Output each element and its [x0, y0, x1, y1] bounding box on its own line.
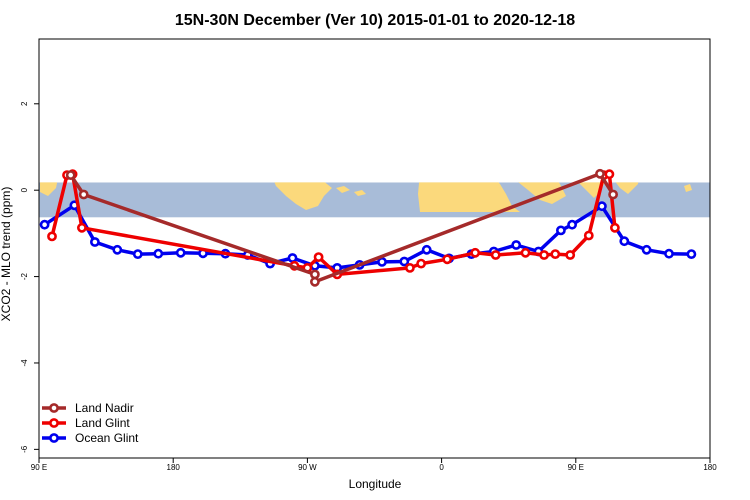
data-point — [404, 262, 415, 273]
data-point — [442, 254, 453, 265]
x-tick-label: 90 E — [568, 463, 584, 472]
y-tick-label: 2 — [20, 101, 29, 106]
data-point — [565, 250, 576, 260]
y-axis: 2 0 -2 -4 -6 — [20, 101, 39, 453]
series-land-glint — [47, 169, 620, 280]
legend-label: Ocean Glint — [75, 431, 139, 445]
legend-swatch-point — [49, 418, 59, 428]
data-point — [539, 250, 549, 260]
x-tick-label: 90 W — [298, 463, 317, 472]
data-point — [597, 201, 607, 212]
series-layer — [39, 168, 697, 287]
y-tick-label: -4 — [20, 359, 29, 367]
data-point — [399, 256, 410, 267]
legend-label: Land Nadir — [75, 401, 134, 415]
data-point — [112, 244, 123, 255]
y-tick-label: -6 — [20, 445, 29, 453]
data-point — [90, 237, 100, 247]
map-land — [40, 182, 692, 212]
data-point — [309, 276, 320, 287]
data-point — [595, 168, 605, 179]
data-point — [78, 189, 89, 200]
data-point — [65, 170, 76, 180]
data-point — [287, 253, 298, 263]
chart-title: 15N-30N December (Ver 10) 2015-01-01 to … — [175, 12, 575, 29]
data-point — [641, 244, 652, 255]
data-point — [686, 249, 697, 259]
x-axis-label: Longitude — [349, 477, 402, 491]
data-point — [664, 248, 674, 259]
legend-swatch-point — [49, 403, 59, 413]
data-point — [583, 230, 594, 241]
y-tick-label: -2 — [20, 272, 29, 280]
x-tick-label: 90 E — [31, 463, 47, 472]
legend-item: Land Nadir — [42, 401, 134, 415]
data-point — [604, 169, 615, 180]
legend-item: Ocean Glint — [42, 431, 139, 445]
data-point — [550, 249, 561, 259]
data-point — [39, 219, 50, 230]
data-point — [610, 222, 620, 233]
data-point — [377, 256, 387, 267]
x-tick-label: 180 — [167, 463, 181, 472]
legend-label: Land Glint — [75, 416, 130, 430]
data-point — [470, 247, 481, 258]
plot-frame — [38, 38, 711, 459]
y-tick-label: 0 — [20, 187, 29, 192]
data-point — [77, 222, 87, 233]
data-point — [421, 244, 432, 255]
legend-swatch-point — [49, 433, 59, 443]
y-axis-label: XCO2 - MLO trend (ppm) — [0, 187, 13, 322]
data-point — [175, 247, 186, 258]
data-point — [511, 240, 522, 250]
data-point — [313, 252, 324, 262]
x-axis: 90 E 180 90 W 0 90 E 180 — [31, 458, 717, 472]
x-tick-label: 0 — [439, 463, 444, 472]
data-point — [47, 231, 57, 242]
data-point — [416, 258, 426, 269]
data-point — [153, 248, 164, 259]
data-point — [619, 236, 630, 247]
data-point — [132, 249, 143, 259]
data-point — [567, 219, 577, 230]
series-land-nadir — [65, 168, 618, 287]
data-point — [490, 250, 501, 260]
x-tick-label: 180 — [703, 463, 717, 472]
legend-item: Land Glint — [42, 416, 130, 430]
data-point — [520, 247, 531, 258]
data-point — [556, 225, 566, 236]
data-point — [608, 189, 618, 200]
